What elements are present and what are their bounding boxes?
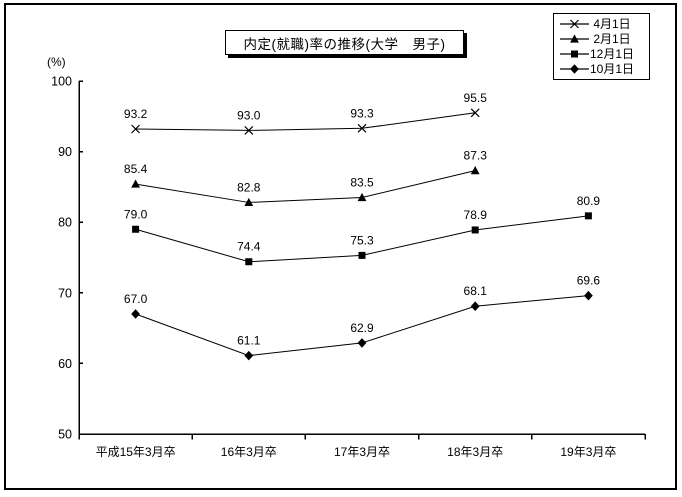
square-marker-icon <box>471 226 479 234</box>
y-tick-label: 80 <box>58 216 72 230</box>
diamond-marker-icon <box>470 301 480 312</box>
legend-triangle-marker-icon <box>560 34 589 43</box>
diamond-marker-icon <box>131 309 140 319</box>
series-line-triangle <box>135 170 476 203</box>
legend-x-marker-icon <box>560 19 589 29</box>
y-tick-label: 60 <box>58 357 72 371</box>
chart-frame <box>4 3 677 490</box>
data-label: 74.4 <box>237 240 261 254</box>
series-x: 93.2 93.0 93.3 95.5 <box>124 91 487 135</box>
triangle-marker-icon <box>357 192 367 202</box>
legend-item-label: 2月1日 <box>590 32 631 47</box>
legend-item-triangle: 2月1日 <box>559 33 649 46</box>
square-marker-icon <box>245 258 253 266</box>
chart-title: 内定(就職)率の推移(大学 男子) <box>243 36 446 52</box>
data-label: 75.3 <box>350 233 374 247</box>
data-label: 83.5 <box>350 175 374 189</box>
legend-item-square: 12月1日 <box>559 47 649 60</box>
x-marker-icon <box>570 19 579 29</box>
data-label: 87.3 <box>464 149 488 163</box>
data-label: 95.5 <box>464 91 488 105</box>
series-triangle: 85.4 82.8 83.5 87.3 <box>124 149 488 207</box>
triangle-marker-icon <box>470 166 480 175</box>
legend-item-label: 4月1日 <box>590 17 631 32</box>
data-label: 93.2 <box>124 107 148 121</box>
y-tick-label: 70 <box>58 286 72 300</box>
data-label: 82.8 <box>237 180 261 194</box>
data-label: 85.4 <box>124 162 148 176</box>
legend-item-label: 10月1日 <box>590 61 635 76</box>
data-label: 68.1 <box>464 284 488 298</box>
x-marker-icon <box>357 123 367 133</box>
y-tick-label: 50 <box>58 428 72 442</box>
diamond-marker-icon <box>584 290 593 301</box>
triangle-marker-icon <box>131 179 140 188</box>
series-diamond: 67.0 61.1 62.9 68.1 69.6 <box>124 274 600 361</box>
square-marker-icon <box>584 212 592 220</box>
legend-diamond-marker-icon <box>560 63 589 74</box>
series-line-x <box>135 112 476 131</box>
square-marker-icon <box>132 225 140 233</box>
data-label: 69.6 <box>577 274 601 288</box>
legend-item-label: 12月1日 <box>590 46 635 61</box>
data-label: 93.3 <box>350 106 374 120</box>
diamond-marker-icon <box>570 63 579 74</box>
data-label: 67.0 <box>124 292 148 306</box>
triangle-marker-icon <box>244 197 254 207</box>
triangle-marker-icon <box>570 34 579 43</box>
data-label: 62.9 <box>350 321 374 335</box>
legend-item-diamond: 10月1日 <box>559 62 649 75</box>
series-square: 79.0 74.4 75.3 78.9 80.9 <box>124 194 601 266</box>
data-label: 78.9 <box>464 208 488 222</box>
legend-square-marker-icon <box>560 50 589 58</box>
y-tick-label: 100 <box>51 75 72 89</box>
x-category-label: 17年3月卒 <box>334 445 390 459</box>
legend-item-x: 4月1日 <box>559 18 649 31</box>
data-label: 79.0 <box>124 207 148 221</box>
diamond-marker-icon <box>357 338 367 348</box>
data-label: 80.9 <box>577 194 601 208</box>
x-category-label: 16年3月卒 <box>221 445 277 459</box>
chart-title-box: 内定(就職)率の推移(大学 男子) <box>225 30 464 55</box>
data-label: 93.0 <box>237 108 261 122</box>
y-axis-unit-label: (%) <box>47 55 66 69</box>
x-marker-icon <box>244 125 254 135</box>
data-label: 61.1 <box>237 334 261 348</box>
legend: 4月1日 2月1日 12月1日 10月1日 <box>553 13 650 80</box>
x-category-label: 18年3月卒 <box>447 445 503 459</box>
diamond-marker-icon <box>244 350 254 361</box>
x-category-label: 平成15年3月卒 <box>96 445 176 459</box>
x-marker-icon <box>470 108 480 118</box>
y-tick-label: 90 <box>58 145 72 159</box>
square-marker-icon <box>358 251 366 259</box>
square-marker-icon <box>571 50 578 58</box>
x-marker-icon <box>131 124 141 134</box>
x-category-label: 19年3月卒 <box>560 445 616 459</box>
